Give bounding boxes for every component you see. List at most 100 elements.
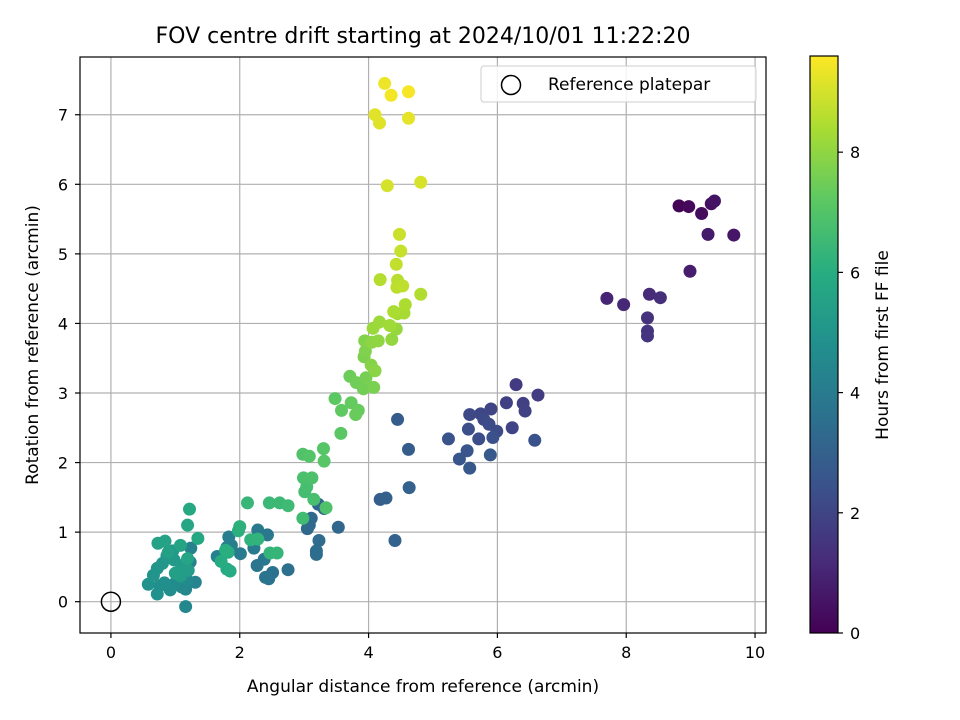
data-point bbox=[518, 404, 532, 418]
data-point bbox=[452, 452, 466, 466]
y-tick-label: 4 bbox=[58, 314, 68, 333]
data-point bbox=[233, 547, 247, 561]
legend: Reference platepar bbox=[480, 65, 757, 103]
data-point bbox=[402, 442, 416, 456]
data-point bbox=[484, 402, 498, 416]
data-point bbox=[391, 412, 405, 426]
data-point bbox=[356, 382, 370, 396]
x-tick-label: 0 bbox=[106, 643, 116, 662]
data-point bbox=[727, 228, 741, 242]
data-point bbox=[358, 344, 372, 358]
colorbar-tick-label: 6 bbox=[850, 263, 860, 282]
legend-entry-reference: Reference platepar bbox=[548, 75, 710, 95]
data-point bbox=[151, 536, 165, 550]
data-point bbox=[161, 545, 175, 559]
data-point bbox=[219, 543, 233, 557]
data-point bbox=[183, 502, 197, 516]
data-point bbox=[463, 461, 477, 475]
data-point bbox=[394, 244, 408, 258]
data-point bbox=[463, 408, 477, 422]
data-point bbox=[387, 305, 401, 319]
colorbar-tick-label: 2 bbox=[850, 504, 860, 523]
data-point bbox=[302, 449, 316, 463]
data-point bbox=[296, 511, 310, 525]
data-point bbox=[371, 334, 385, 348]
data-point bbox=[168, 566, 182, 580]
data-point bbox=[389, 257, 403, 271]
x-tick-label: 6 bbox=[492, 643, 502, 662]
legend-marker-icon bbox=[500, 74, 522, 96]
data-point bbox=[373, 273, 387, 287]
x-axis-ticks: 0 2 4 6 8 10 bbox=[106, 633, 765, 662]
data-point bbox=[281, 499, 295, 513]
data-point bbox=[531, 388, 545, 402]
data-point bbox=[600, 291, 614, 305]
x-tick-label: 8 bbox=[621, 643, 631, 662]
data-point bbox=[701, 227, 715, 241]
data-point bbox=[384, 88, 398, 102]
data-point bbox=[388, 533, 402, 547]
x-tick-label: 2 bbox=[235, 643, 245, 662]
data-point bbox=[191, 531, 205, 545]
data-point bbox=[398, 298, 412, 312]
x-tick-label: 4 bbox=[363, 643, 373, 662]
data-points bbox=[141, 76, 741, 614]
colorbar bbox=[809, 55, 839, 634]
data-point bbox=[367, 380, 381, 394]
plot-frame bbox=[79, 56, 767, 634]
data-point bbox=[305, 471, 319, 485]
data-point bbox=[460, 444, 474, 458]
data-point bbox=[483, 448, 497, 462]
y-tick-label: 2 bbox=[58, 454, 68, 473]
data-point bbox=[379, 491, 393, 505]
chart-title: FOV centre drift starting at 2024/10/01 … bbox=[156, 24, 691, 49]
reference-platepar-marker bbox=[100, 591, 122, 612]
y-tick-label: 6 bbox=[58, 175, 68, 194]
y-tick-label: 1 bbox=[58, 523, 68, 542]
data-point bbox=[378, 76, 392, 90]
y-tick-label: 5 bbox=[58, 245, 68, 264]
data-point bbox=[695, 207, 709, 221]
data-point bbox=[461, 422, 475, 436]
data-point bbox=[642, 287, 656, 301]
data-point bbox=[312, 533, 326, 547]
data-point bbox=[270, 546, 284, 560]
data-point bbox=[402, 85, 416, 99]
x-axis-label: Angular distance from reference (arcmin) bbox=[247, 677, 599, 697]
data-point bbox=[309, 547, 323, 561]
data-point bbox=[472, 432, 486, 446]
data-point bbox=[441, 432, 455, 446]
data-point bbox=[181, 552, 195, 566]
data-point bbox=[173, 538, 187, 552]
data-point bbox=[682, 200, 696, 214]
data-point bbox=[373, 315, 387, 329]
colorbar-tick-label: 0 bbox=[850, 624, 860, 643]
x-tick-label: 10 bbox=[745, 643, 765, 662]
data-point bbox=[184, 541, 198, 555]
data-point bbox=[380, 179, 394, 193]
data-point bbox=[349, 408, 363, 422]
data-point bbox=[707, 194, 721, 208]
data-point bbox=[150, 587, 164, 601]
legend-box bbox=[480, 65, 757, 103]
data-point bbox=[223, 564, 237, 578]
data-point bbox=[307, 492, 321, 506]
data-point bbox=[331, 520, 345, 534]
data-point bbox=[214, 554, 228, 568]
data-point bbox=[262, 496, 276, 510]
colorbar-ticks: 0 2 4 6 8 bbox=[838, 143, 860, 643]
data-point bbox=[316, 442, 330, 456]
data-point bbox=[281, 563, 295, 577]
data-point bbox=[640, 329, 654, 343]
data-point bbox=[383, 319, 397, 333]
data-point bbox=[233, 520, 247, 534]
data-point bbox=[528, 433, 542, 447]
data-point bbox=[509, 378, 523, 392]
data-point bbox=[653, 291, 667, 305]
y-tick-label: 3 bbox=[58, 384, 68, 403]
data-point bbox=[181, 518, 195, 532]
data-point bbox=[328, 392, 342, 406]
colorbar-label: Hours from first FF file bbox=[873, 250, 893, 440]
data-point bbox=[499, 396, 513, 410]
